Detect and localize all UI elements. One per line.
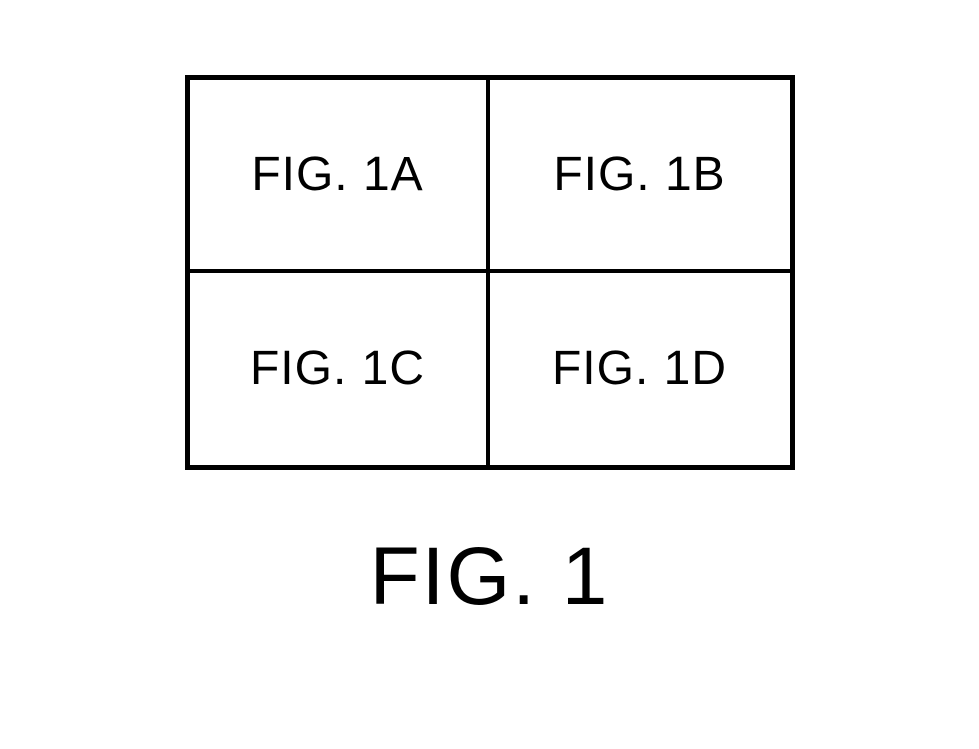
- cell-label: FIG. 1C: [250, 341, 425, 396]
- cell-label: FIG. 1D: [552, 341, 727, 396]
- cell-label: FIG. 1B: [553, 147, 725, 202]
- cell-fig-1b: FIG. 1B: [490, 80, 790, 273]
- figure-grid: FIG. 1A FIG. 1B FIG. 1C FIG. 1D: [185, 75, 795, 470]
- cell-fig-1a: FIG. 1A: [190, 80, 490, 273]
- cell-fig-1d: FIG. 1D: [490, 273, 790, 466]
- cell-fig-1c: FIG. 1C: [190, 273, 490, 466]
- figure-caption: FIG. 1: [370, 530, 610, 624]
- cell-label: FIG. 1A: [251, 147, 423, 202]
